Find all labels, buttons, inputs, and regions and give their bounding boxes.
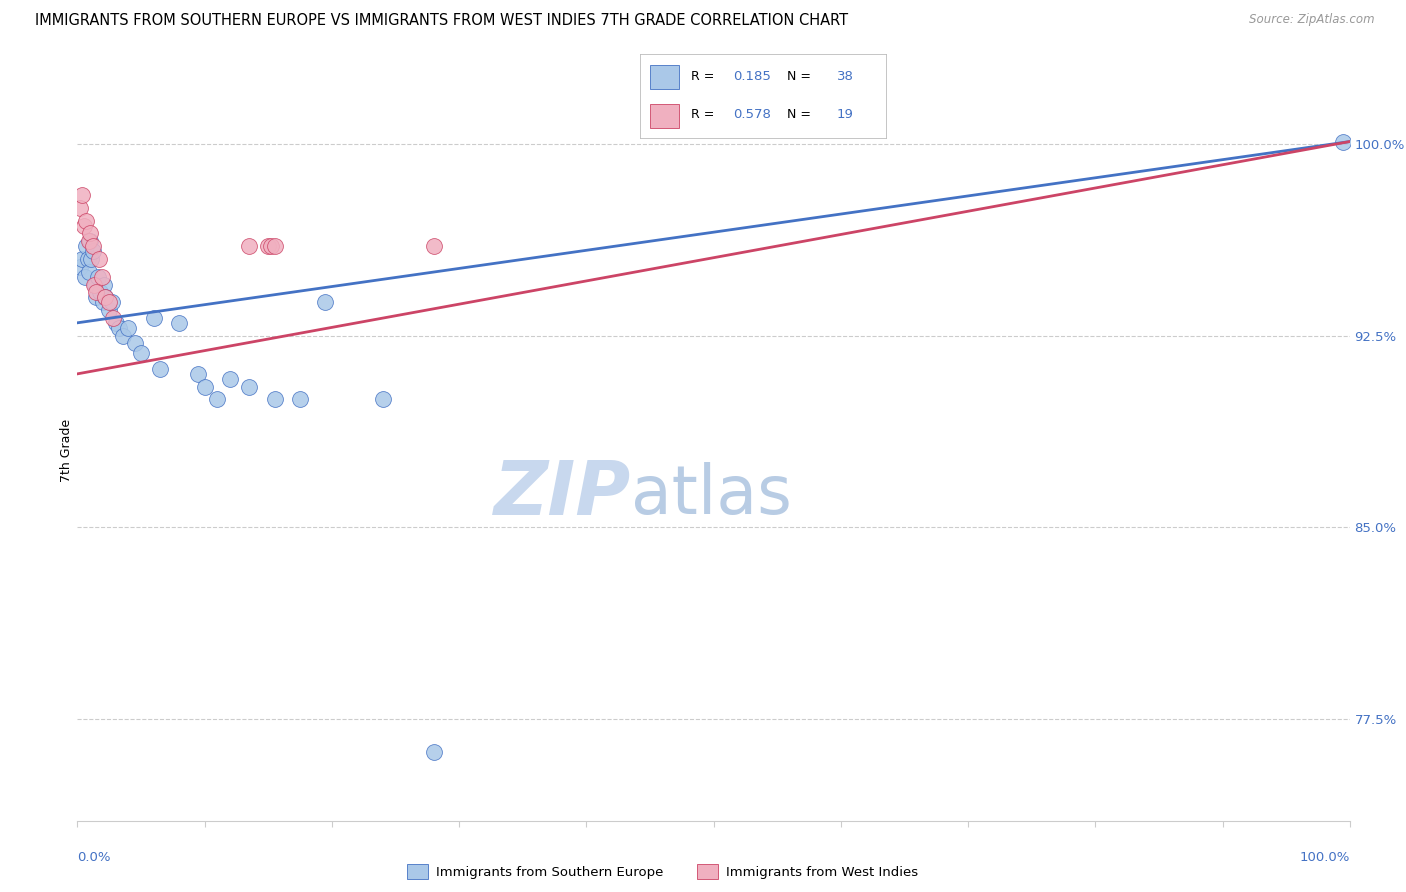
Point — [104, 316, 127, 330]
Point — [91, 295, 114, 310]
Text: N =: N = — [787, 108, 815, 120]
Point — [1331, 135, 1354, 149]
Point — [129, 346, 152, 360]
Point — [149, 361, 172, 376]
Text: 19: 19 — [837, 108, 853, 120]
Point — [98, 295, 121, 310]
Point — [73, 269, 96, 284]
Point — [94, 290, 117, 304]
Point — [73, 219, 96, 233]
Point — [257, 239, 280, 253]
Point — [75, 239, 97, 253]
Point — [207, 392, 229, 407]
Text: 0.185: 0.185 — [734, 70, 770, 83]
Point — [167, 316, 190, 330]
Y-axis label: 7th Grade: 7th Grade — [60, 419, 73, 482]
Point — [187, 367, 209, 381]
Text: R =: R = — [692, 108, 718, 120]
Point — [69, 201, 91, 215]
Point — [194, 379, 217, 393]
Point — [79, 227, 101, 241]
Point — [101, 310, 124, 325]
Point — [112, 328, 135, 343]
Point — [79, 234, 101, 248]
Point — [75, 213, 97, 227]
Point — [69, 260, 91, 274]
Point — [98, 303, 121, 318]
Text: ZIP: ZIP — [494, 458, 631, 532]
Text: 38: 38 — [837, 70, 853, 83]
Point — [142, 310, 165, 325]
Text: R =: R = — [692, 70, 718, 83]
Point — [77, 265, 100, 279]
Point — [117, 321, 139, 335]
Point — [83, 277, 105, 292]
Point — [84, 277, 107, 292]
Point — [82, 239, 104, 253]
Point — [76, 252, 98, 266]
Point — [93, 277, 115, 292]
Text: Source: ZipAtlas.com: Source: ZipAtlas.com — [1250, 13, 1375, 27]
Point — [80, 252, 103, 266]
Point — [89, 285, 111, 300]
Point — [77, 234, 100, 248]
Point — [87, 252, 110, 266]
Point — [86, 285, 108, 300]
Text: 0.578: 0.578 — [734, 108, 770, 120]
Point — [219, 372, 242, 386]
FancyBboxPatch shape — [650, 104, 679, 128]
Text: 100.0%: 100.0% — [1299, 851, 1350, 864]
Point — [371, 392, 394, 407]
Point — [82, 244, 104, 259]
Point — [124, 336, 146, 351]
Text: N =: N = — [787, 70, 815, 83]
Text: 0.0%: 0.0% — [77, 851, 111, 864]
Point — [260, 239, 283, 253]
Legend: Immigrants from Southern Europe, Immigrants from West Indies: Immigrants from Southern Europe, Immigra… — [402, 859, 924, 884]
Point — [86, 290, 108, 304]
Point — [86, 269, 108, 284]
Point — [422, 239, 444, 253]
Point — [238, 379, 260, 393]
Point — [263, 392, 285, 407]
Point — [238, 239, 260, 253]
Point — [263, 239, 285, 253]
FancyBboxPatch shape — [650, 65, 679, 89]
Point — [72, 252, 94, 266]
Point — [90, 269, 112, 284]
Point — [94, 290, 117, 304]
Point — [100, 295, 122, 310]
Text: IMMIGRANTS FROM SOUTHERN EUROPE VS IMMIGRANTS FROM WEST INDIES 7TH GRADE CORRELA: IMMIGRANTS FROM SOUTHERN EUROPE VS IMMIG… — [35, 13, 848, 29]
Point — [108, 321, 131, 335]
Point — [314, 295, 336, 310]
Text: atlas: atlas — [631, 462, 792, 528]
Point — [288, 392, 311, 407]
Point — [72, 188, 94, 202]
Point — [422, 745, 444, 759]
